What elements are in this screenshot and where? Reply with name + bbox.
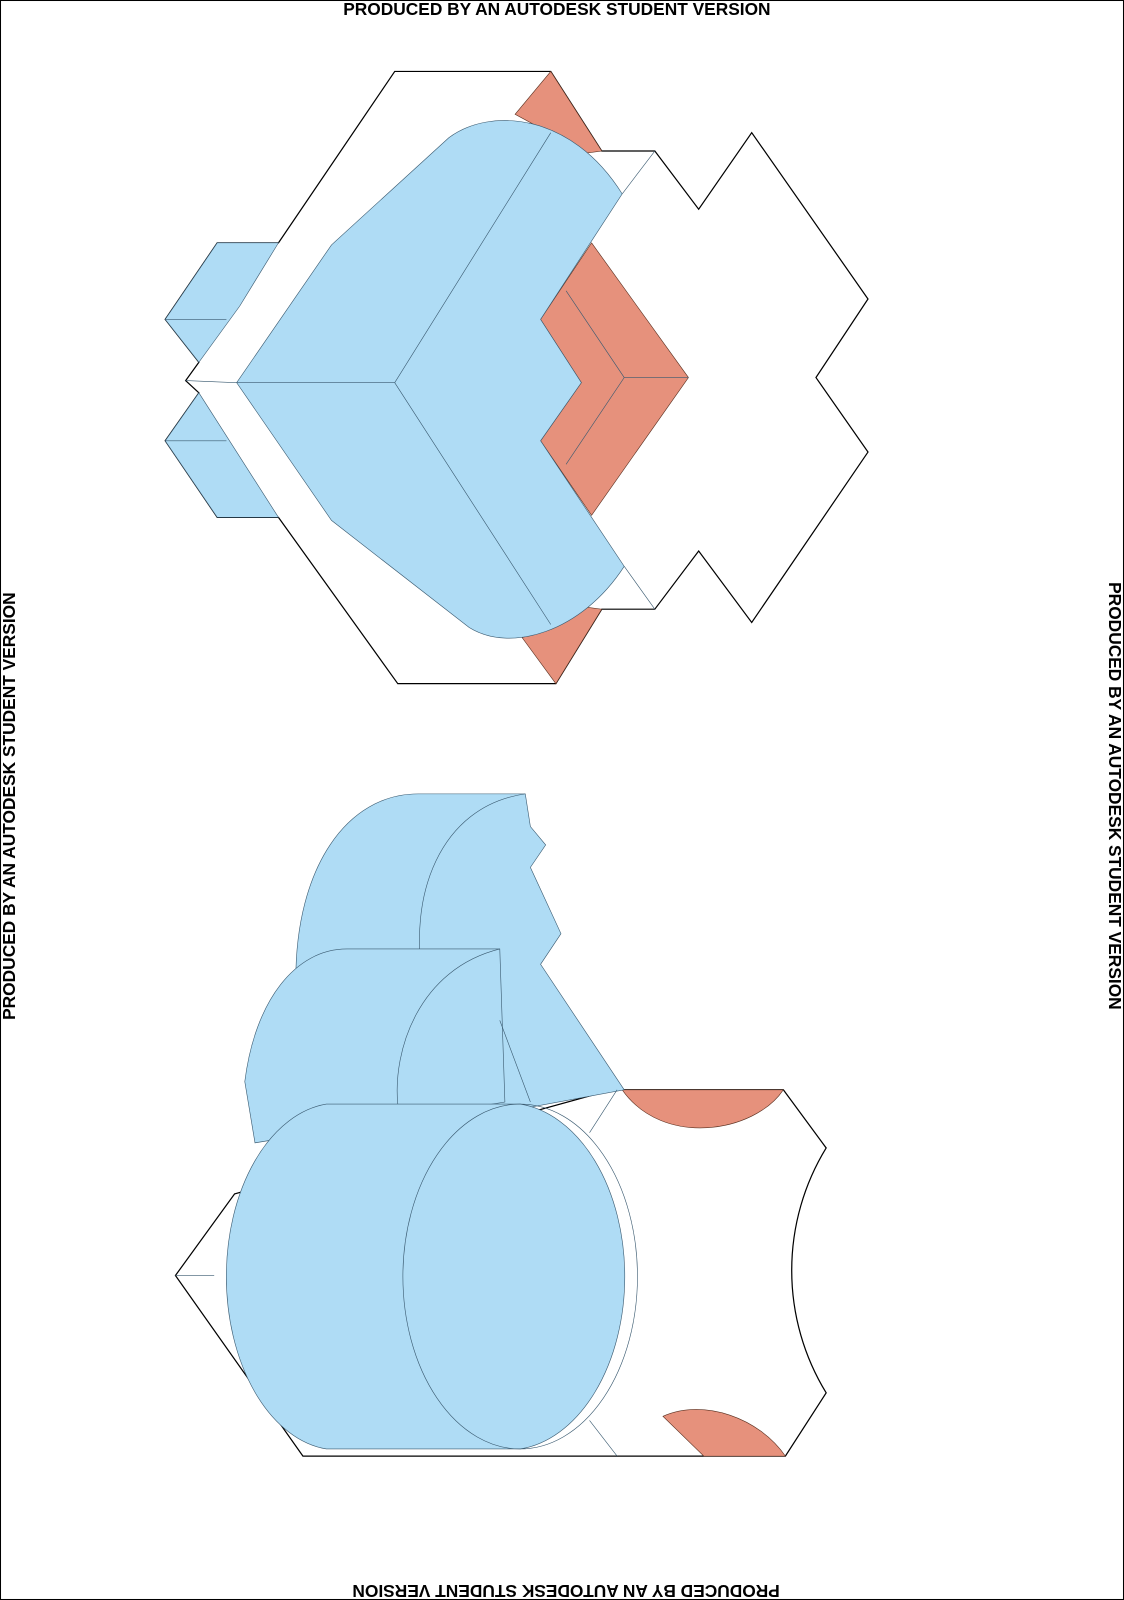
face: [662, 1409, 786, 1457]
edge: [396, 948, 531, 1105]
face: [164, 242, 279, 363]
face: [236, 120, 625, 639]
watermark: PRODUCED BY AN AUTODESK STUDENT VERSION: [0, 592, 19, 1020]
face: [244, 948, 506, 1144]
face: [621, 1089, 784, 1129]
edge: [185, 132, 656, 625]
face: [164, 392, 280, 518]
edge: [419, 793, 526, 980]
watermark: PRODUCED BY AN AUTODESK STUDENT VERSION: [352, 1581, 779, 1600]
face: [226, 1103, 626, 1450]
edge: [165, 319, 227, 442]
bottom-view: [174, 793, 827, 1457]
edge: [565, 290, 689, 465]
watermark: PRODUCED BY AN AUTODESK STUDENT VERSION: [343, 0, 770, 19]
top-view: [164, 70, 869, 685]
watermark: PRODUCED BY AN AUTODESK STUDENT VERSION: [1105, 582, 1124, 1010]
edge: [175, 1089, 618, 1457]
edge: [402, 1103, 638, 1450]
